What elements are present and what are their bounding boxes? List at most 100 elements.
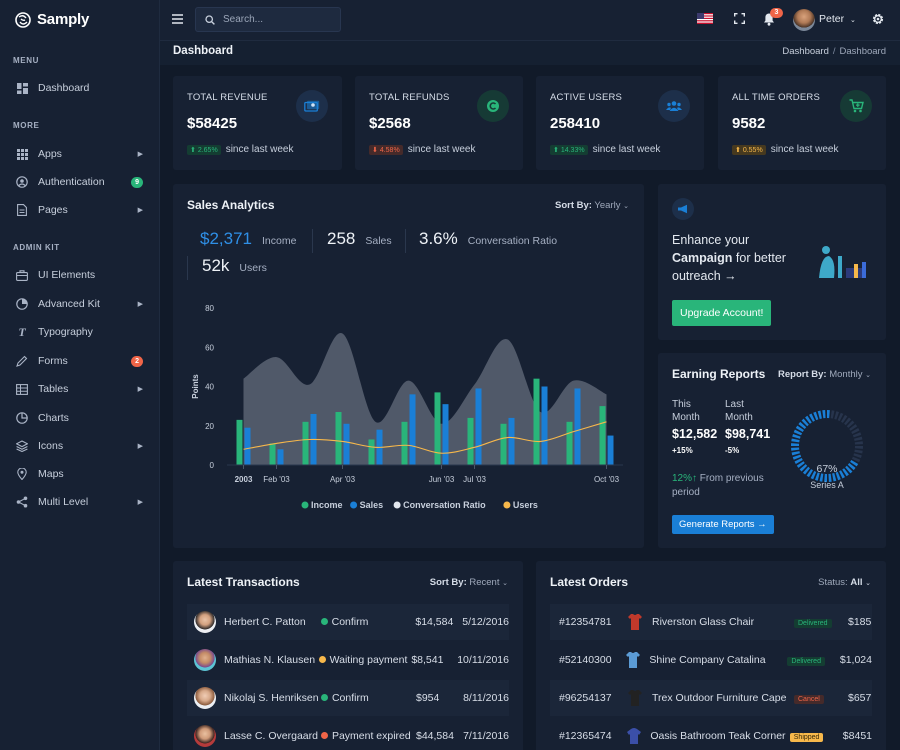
gauge-segment (853, 453, 862, 459)
order-price: $1,024 (839, 654, 872, 666)
sidebar-item-icons[interactable]: Icons ▶ (0, 433, 159, 459)
x-tick-label: Jul '03 (463, 475, 486, 484)
sidebar-item-label: Tables (38, 383, 69, 395)
campaign-line1: Enhance your (672, 233, 750, 247)
transaction-amount: $44,584 (416, 730, 454, 742)
table-row[interactable]: #96254137 Trex Outdoor Furniture Cape Ca… (550, 680, 872, 716)
menu-toggle-icon[interactable] (172, 14, 183, 27)
gauge-segment (810, 470, 817, 480)
stat-value: 258410 (550, 115, 601, 132)
last-month-amount: $98,741 (725, 427, 771, 441)
count-badge: 9 (131, 176, 143, 188)
table-row[interactable]: Lasse C. Overgaard Payment expired $44,5… (187, 718, 509, 750)
change-chip: ⬆ 2.65% (187, 144, 221, 155)
transaction-name: Mathias N. Klausen (224, 654, 316, 666)
sales-chart: 0 20 40 60 80 Points 2003 Feb '03 Apr '03 Jun '03… (191, 304, 623, 510)
gauge-segment (849, 424, 858, 431)
sidebar-item-forms[interactable]: Forms 2 (0, 348, 159, 374)
table-row[interactable]: Nikolaj S. Henriksen Confirm $954 8/11/2… (187, 680, 509, 716)
legend-marker (350, 501, 358, 509)
latest-orders-card: Latest Orders Status: All ⌄ #12354781 Ri… (536, 561, 886, 750)
order-status: Cancel (794, 692, 848, 704)
last-month-value: $98,741 -5% (725, 427, 773, 458)
table-row[interactable]: Herbert C. Patton Confirm $14,584 5/12/2… (187, 604, 509, 640)
sidebar-item-pages[interactable]: Pages ▶ (0, 197, 159, 223)
gauge-segment (791, 443, 800, 446)
gauge-segment (841, 414, 848, 423)
pages-icon (16, 204, 28, 216)
breadcrumb-link[interactable]: Dashboard (782, 46, 829, 57)
x-tick-label: Jun '03 (429, 475, 455, 484)
upgrade-account-button[interactable]: Upgrade Account! (672, 300, 772, 326)
order-price: $8451 (842, 730, 872, 742)
bar-sales (607, 435, 614, 465)
gauge-segment (851, 456, 861, 463)
legend-label: Users (513, 500, 538, 510)
sidebar-item-dashboard[interactable]: Dashboard (0, 75, 159, 101)
settings-gear-icon[interactable] (871, 12, 885, 29)
page-title-bar: Dashboard Dashboard / Dashboard (160, 41, 900, 65)
last-month-label: Last Month (725, 399, 753, 423)
generate-reports-button[interactable]: Generate Reports → (672, 515, 774, 534)
users-icon (658, 90, 690, 122)
sidebar-item-maps[interactable]: Maps (0, 461, 159, 487)
search-input[interactable] (223, 14, 333, 25)
dashboard-icon (16, 82, 28, 94)
search-icon (205, 14, 215, 25)
chevron-down-icon: ⌄ (850, 17, 856, 24)
shirt-icon (616, 651, 649, 669)
layers-icon (16, 440, 28, 452)
user-menu[interactable]: Peter ⌄ (819, 13, 856, 25)
sort-dropdown[interactable]: Sort By: Recent ⌄ (430, 577, 508, 588)
x-tick-label: Feb '03 (263, 475, 290, 484)
kpi-label: Sales (365, 235, 392, 247)
earning-footnote: 12%↑ From previous period (672, 472, 782, 500)
status-filter-dropdown[interactable]: Status: All ⌄ (818, 577, 871, 588)
legend-marker (503, 501, 511, 509)
sort-dropdown[interactable]: Sort By: Yearly ⌄ (555, 200, 629, 211)
sidebar-item-charts[interactable]: Charts (0, 405, 159, 431)
stat-label: ACTIVE USERS (550, 92, 623, 103)
gauge-segment (809, 413, 815, 422)
report-by-dropdown[interactable]: Report By: Monthly ⌄ (778, 369, 871, 380)
megaphone-icon (672, 198, 694, 220)
status-dot (320, 618, 328, 625)
table-row[interactable]: #52140300 Shine Company Catalina Deliver… (550, 642, 872, 678)
order-status: Shipped (789, 730, 843, 742)
bar-sales (244, 427, 251, 465)
briefcase-icon (16, 269, 28, 281)
table-row[interactable]: Mathias N. Klausen Waiting payment $8,54… (187, 642, 509, 678)
user-avatar[interactable] (793, 9, 815, 31)
sidebar-item-authentication[interactable]: Authentication 9 (0, 169, 159, 195)
sidebar-item-multi-level[interactable]: Multi Level ▶ (0, 489, 159, 515)
status-dot (318, 656, 326, 663)
bar-sales (508, 417, 515, 465)
gauge-series-label: Series A (810, 480, 844, 490)
sidebar-item-typography[interactable]: T Typography (0, 319, 159, 345)
legend-marker (301, 501, 309, 509)
gauge-segment (837, 412, 844, 422)
brand-logo[interactable]: Samply (15, 11, 89, 28)
sidebar-item-apps[interactable]: Apps ▶ (0, 141, 159, 167)
product-name: Oasis Bathroom Teak Corner (650, 730, 786, 742)
table-row[interactable]: #12354781 Riverston Glass Chair Delivere… (550, 604, 872, 640)
y-tick-label: 20 (205, 422, 214, 431)
gauge-segment (846, 420, 855, 428)
fullscreen-icon[interactable] (734, 13, 745, 27)
gauge-segment (854, 446, 863, 449)
status-dot (320, 694, 328, 701)
gauge-segment (802, 466, 810, 475)
y-tick-label: 60 (205, 343, 214, 352)
gauge-segment (794, 458, 803, 464)
sidebar-item-tables[interactable]: Tables ▶ (0, 376, 159, 402)
sidebar-item-advanced-kit[interactable]: Advanced Kit ▶ (0, 291, 159, 317)
sidebar-item-ui-elements[interactable]: UI Elements (0, 262, 159, 288)
us-flag-icon[interactable] (697, 13, 713, 24)
campaign-line2: for better (732, 251, 786, 265)
gauge-segment (854, 436, 863, 441)
gauge-segment (835, 471, 841, 481)
kpi-value: 52k (202, 256, 230, 275)
table-row[interactable]: #12365474 Oasis Bathroom Teak Corner Shi… (550, 718, 872, 750)
sidebar-item-label: Pages (38, 204, 68, 216)
stat-change: ⬆ 0.55% since last week (732, 144, 839, 155)
